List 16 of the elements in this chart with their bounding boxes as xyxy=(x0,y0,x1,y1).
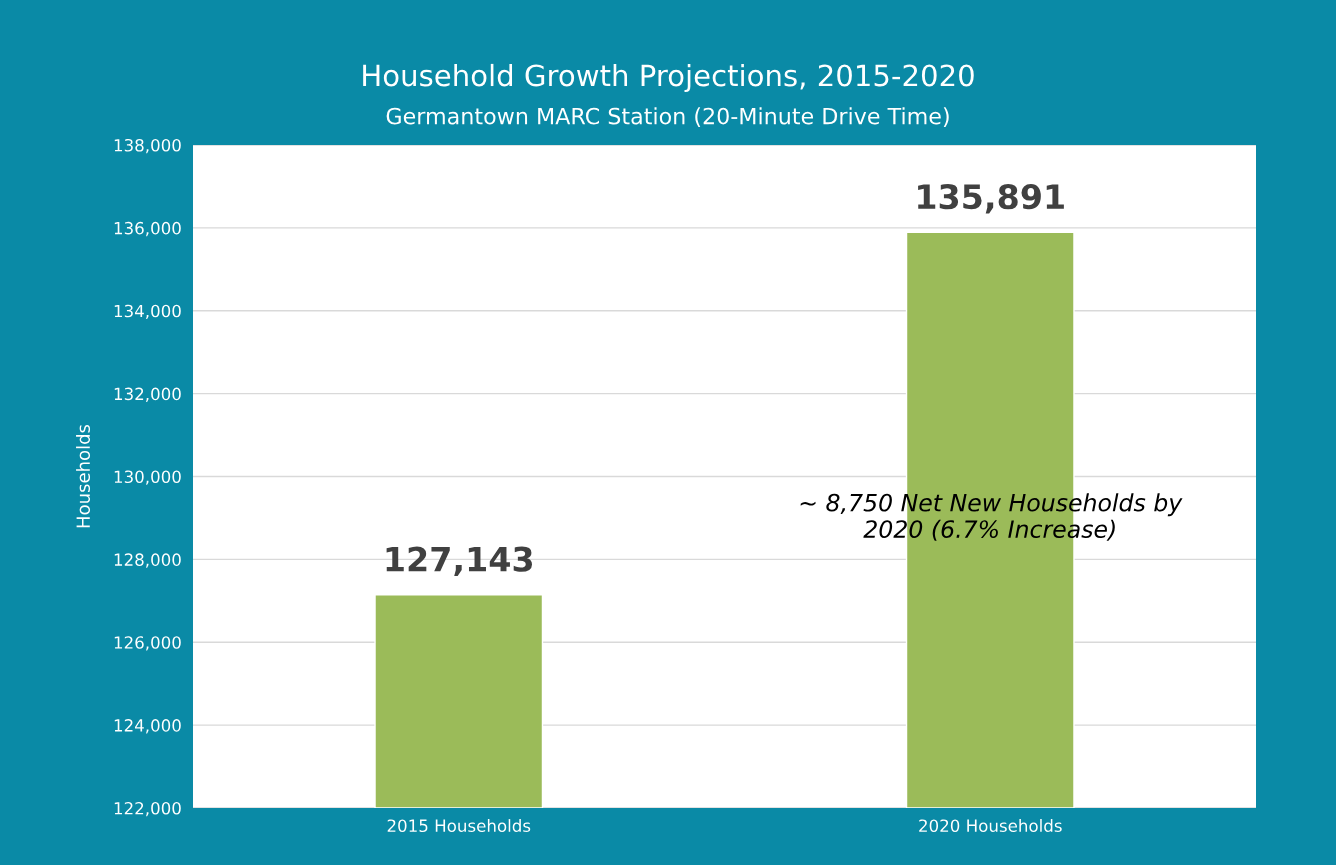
x-tick-label: 2020 Households xyxy=(919,819,1062,833)
y-tick-label: 124,000 xyxy=(114,719,181,734)
y-tick-label: 136,000 xyxy=(114,221,181,237)
data-label: 127,143 xyxy=(386,546,533,577)
chart-subtitle: Germantown MARC Station (20-Minute Drive Time) xyxy=(386,107,949,128)
y-tick-label: 122,000 xyxy=(114,801,181,817)
y-tick-label: 132,000 xyxy=(114,387,181,402)
data-label: 135,891 xyxy=(918,184,1064,214)
y-tick-label: 134,000 xyxy=(114,304,181,320)
x-tick-label: 2015 Households xyxy=(387,819,531,833)
y-tick-label: 128,000 xyxy=(114,553,181,568)
y-tick-label: 130,000 xyxy=(114,470,181,485)
y-axis-title: Households xyxy=(76,424,91,528)
y-tick-label: 138,000 xyxy=(114,138,181,154)
y-tick-label: 126,000 xyxy=(114,636,181,651)
chart-title: Household Growth Projections, 2015-2020 xyxy=(363,63,974,93)
